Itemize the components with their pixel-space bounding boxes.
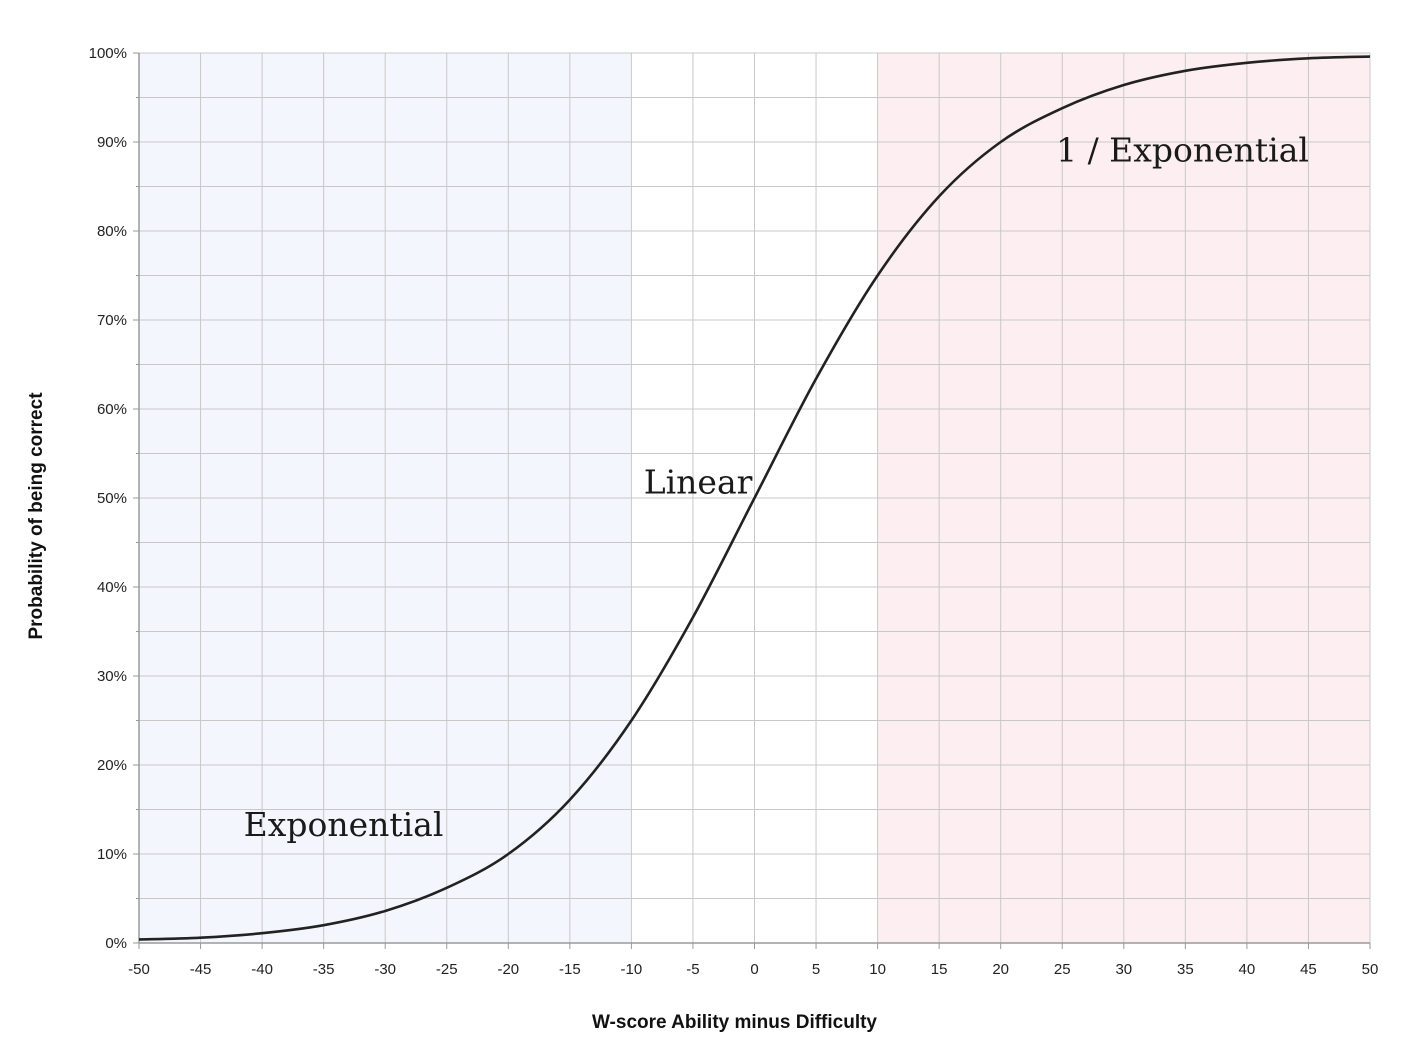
y-tick-labels: 0% 10% 20% 30% 40% 50% 60% 70% 80% 90% 100% xyxy=(89,45,127,952)
x-tick-label: 35 xyxy=(1177,961,1194,978)
x-tick-label: 40 xyxy=(1239,961,1256,978)
x-tick-label: -45 xyxy=(190,961,212,978)
x-tick-label: 45 xyxy=(1300,961,1317,978)
x-tick-label: 15 xyxy=(931,961,948,978)
x-tick-label: -20 xyxy=(497,961,519,978)
y-tick-label: 100% xyxy=(89,45,127,62)
x-tick-label: 30 xyxy=(1115,961,1132,978)
region-label-0: Exponential xyxy=(244,805,444,844)
x-tick-label: -50 xyxy=(128,961,150,978)
axes xyxy=(133,52,1371,949)
x-tick-label: -40 xyxy=(251,961,273,978)
x-axis-title: W-score Ability minus Difficulty xyxy=(592,1012,877,1033)
probability-curve xyxy=(138,55,1371,941)
x-tick-label: 5 xyxy=(812,961,820,978)
y-tick-label: 10% xyxy=(97,846,127,863)
y-tick-label: 20% xyxy=(97,757,127,774)
y-axis-title: Probability of being correct xyxy=(26,392,47,640)
x-tick-label: 25 xyxy=(1054,961,1071,978)
y-tick-label: 80% xyxy=(97,223,127,240)
y-tick-label: 60% xyxy=(97,401,127,418)
x-tick-label: 10 xyxy=(869,961,886,978)
x-tick-label: -30 xyxy=(374,961,396,978)
y-tick-label: 70% xyxy=(97,312,127,329)
x-tick-labels: -50 -45 -40 -35 -30 -25 -20 -15 -10 -5 0 5 10 15 20 25 3… xyxy=(128,961,1378,978)
x-tick-label: -15 xyxy=(559,961,581,978)
gridlines xyxy=(138,52,1371,944)
region-label-1: Linear xyxy=(644,463,753,502)
y-tick-label: 90% xyxy=(97,134,127,151)
x-tick-label: -5 xyxy=(686,961,699,978)
y-tick-label: 0% xyxy=(105,935,127,952)
y-tick-label: 40% xyxy=(97,579,127,596)
y-tick-label: 50% xyxy=(97,490,127,507)
x-tick-label: 0 xyxy=(750,961,758,978)
x-tick-label: -25 xyxy=(436,961,458,978)
x-tick-label: -35 xyxy=(313,961,335,978)
x-tick-label: -10 xyxy=(621,961,643,978)
region-label-2: 1 / Exponential xyxy=(1056,131,1309,170)
x-tick-label: 20 xyxy=(992,961,1009,978)
region-labels: Exponential Linear 1 / Exponential xyxy=(244,131,1309,845)
y-tick-label: 30% xyxy=(97,668,127,685)
x-tick-label: 50 xyxy=(1362,961,1379,978)
